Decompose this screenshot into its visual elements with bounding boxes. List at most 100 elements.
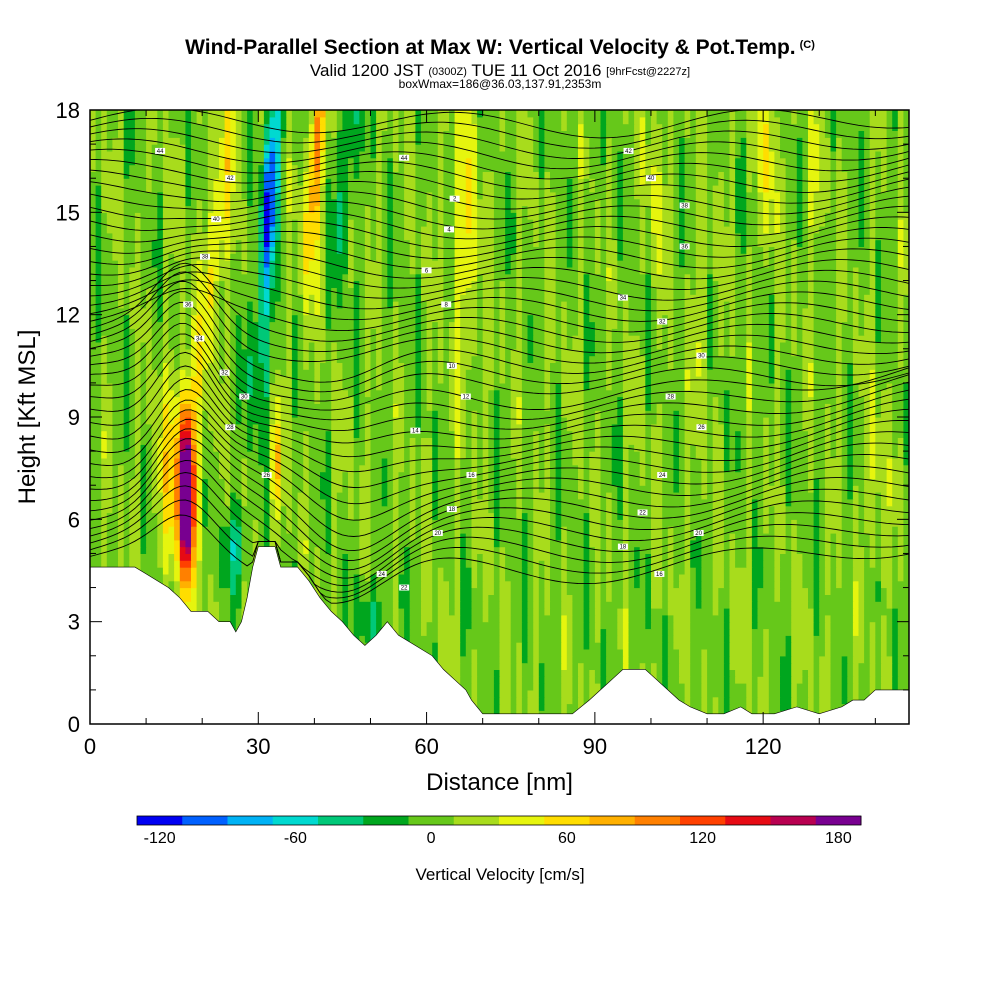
velocity-cell [561, 423, 568, 432]
velocity-cell [852, 348, 876, 357]
velocity-cell [521, 512, 529, 520]
velocity-cell [106, 362, 125, 370]
velocity-cell [611, 451, 624, 459]
velocity-cell [146, 519, 158, 527]
velocity-cell [634, 546, 641, 554]
velocity-cell [443, 362, 450, 370]
velocity-cell [622, 403, 646, 411]
velocity-cell [202, 546, 220, 554]
velocity-cell [897, 362, 904, 370]
velocity-cell [533, 539, 551, 548]
velocity-cell [454, 526, 461, 534]
velocity-cell [802, 389, 809, 398]
velocity-cell [460, 594, 472, 602]
velocity-cell [712, 505, 725, 514]
velocity-cell [90, 478, 102, 486]
velocity-cell [622, 492, 630, 500]
velocity-cell [561, 655, 568, 664]
velocity-cell [645, 355, 652, 363]
velocity-cell [460, 649, 467, 657]
velocity-cell [768, 689, 781, 698]
velocity-cell [202, 601, 209, 609]
velocity-cell [667, 614, 674, 623]
velocity-cell [768, 635, 787, 643]
velocity-cell [224, 355, 231, 363]
velocity-cell [387, 464, 394, 473]
velocity-cell [247, 457, 259, 466]
velocity-cell [510, 403, 517, 411]
velocity-cell [679, 417, 686, 425]
velocity-cell [432, 410, 439, 418]
velocity-cell [437, 342, 444, 350]
velocity-cell [174, 573, 181, 582]
velocity-cell [196, 457, 203, 466]
velocity-cell [656, 676, 663, 684]
velocity-cell [196, 587, 203, 595]
velocity-cell [852, 580, 860, 589]
velocity-cell [247, 355, 254, 363]
velocity-cell [751, 417, 764, 425]
velocity-cell [723, 533, 731, 541]
velocity-cell [477, 662, 501, 670]
velocity-cell [460, 417, 467, 425]
velocity-cell [813, 526, 820, 534]
velocity-cell [421, 505, 433, 514]
velocity-cell [589, 689, 602, 698]
velocity-cell [852, 376, 871, 384]
velocity-cell [561, 635, 568, 643]
velocity-cell [729, 621, 753, 630]
velocity-cell [617, 417, 624, 425]
velocity-cell [572, 437, 585, 445]
velocity-cell [235, 417, 242, 425]
velocity-cell [690, 628, 725, 636]
velocity-cell [308, 539, 327, 548]
velocity-cell [662, 410, 674, 418]
velocity-cell [499, 560, 506, 568]
velocity-cell [409, 444, 416, 452]
velocity-cell [538, 580, 545, 589]
velocity-cell [392, 410, 400, 418]
velocity-cell [622, 512, 630, 520]
velocity-cell [291, 376, 299, 384]
velocity-cell [622, 471, 630, 479]
velocity-cell [297, 376, 315, 384]
velocity-cell [179, 546, 186, 554]
velocity-cell [684, 417, 708, 425]
velocity-cell [875, 553, 882, 561]
velocity-cell [303, 430, 310, 438]
velocity-cell [690, 662, 702, 670]
velocity-cell [763, 519, 770, 527]
velocity-cell [146, 471, 153, 479]
velocity-cell [499, 621, 512, 630]
velocity-cell [791, 614, 815, 623]
velocity-cell [600, 573, 607, 582]
velocity-cell [830, 696, 843, 705]
velocity-cell [129, 553, 142, 561]
velocity-cell [723, 573, 731, 582]
velocity-cell [667, 553, 674, 561]
velocity-cell [454, 444, 461, 452]
velocity-cell [314, 369, 321, 377]
velocity-cell [830, 587, 854, 595]
velocity-cell [174, 444, 181, 452]
velocity-cell [651, 485, 663, 493]
velocity-cell [263, 533, 271, 541]
velocity-cell [437, 444, 456, 452]
velocity-cell [707, 649, 725, 657]
velocity-cell [376, 573, 394, 582]
velocity-cell [521, 471, 534, 479]
velocity-cell [791, 396, 803, 404]
velocity-cell [308, 512, 327, 520]
velocity-cell [398, 608, 405, 616]
velocity-cell [426, 389, 433, 398]
velocity-cell [886, 478, 893, 486]
velocity-cell [550, 498, 557, 507]
velocity-cell [622, 430, 646, 438]
velocity-cell [308, 471, 321, 479]
velocity-cell [572, 457, 585, 466]
velocity-cell [662, 587, 669, 595]
velocity-cell [465, 423, 472, 432]
velocity-cell [421, 498, 433, 507]
velocity-cell [191, 546, 198, 554]
velocity-cell [370, 560, 394, 568]
